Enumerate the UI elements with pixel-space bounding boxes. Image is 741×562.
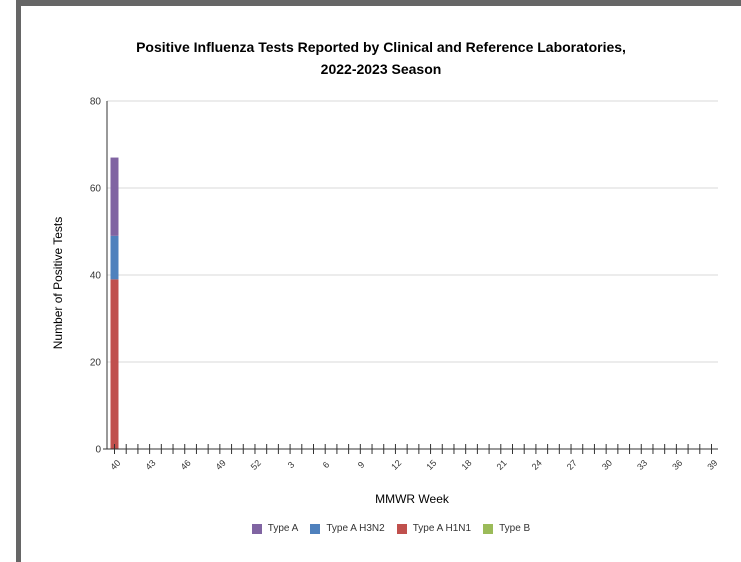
y-tick-label: 60 — [90, 184, 102, 195]
chart-title: Positive Influenza Tests Reported by Cli… — [21, 36, 741, 80]
legend: Type A Type A H3N2 Type A H1N1 Type B — [21, 523, 741, 534]
chart-title-line-2: 2022-2023 Season — [320, 61, 442, 77]
legend-item: Type B — [483, 523, 530, 534]
x-tick-label: 46 — [179, 458, 193, 472]
legend-label: Type A H1N1 — [412, 523, 472, 534]
legend-swatch — [251, 523, 262, 534]
x-tick-label: 12 — [389, 458, 403, 472]
x-tick-label: 15 — [424, 458, 438, 472]
bar-segment — [110, 235, 119, 280]
legend-swatch — [396, 523, 407, 534]
x-tick-label: 6 — [321, 460, 332, 471]
bar-segment — [110, 279, 119, 449]
y-axis-label: Number of Positive Tests — [51, 217, 65, 350]
x-tick-label: 9 — [356, 460, 367, 471]
x-tick-label: 43 — [143, 458, 157, 472]
x-tick-label: 18 — [459, 458, 473, 472]
y-tick-labels: 0 20 40 60 80 — [90, 97, 102, 456]
y-tick-label: 0 — [95, 445, 101, 456]
x-tick-label: 36 — [670, 458, 684, 472]
frame-left-border — [16, 0, 21, 562]
bars — [110, 157, 119, 449]
y-tick-label: 80 — [90, 97, 102, 108]
axes — [103, 101, 718, 454]
y-tick-label: 20 — [90, 358, 102, 369]
x-tick-label: 27 — [565, 458, 579, 472]
chart-title-line-1: Positive Influenza Tests Reported by Cli… — [136, 39, 626, 55]
legend-swatch — [310, 523, 321, 534]
y-tick-label: 40 — [90, 271, 102, 282]
legend-swatch — [483, 523, 494, 534]
bar-segment — [110, 157, 119, 236]
x-tick-label: 39 — [705, 458, 719, 472]
x-tick-label: 21 — [495, 458, 509, 472]
x-tick-label: 33 — [635, 458, 649, 472]
frame-top-border — [16, 0, 741, 6]
x-tick-label: 49 — [214, 458, 228, 472]
x-tick-label: 40 — [108, 458, 122, 472]
legend-label: Type B — [499, 523, 531, 534]
legend-label: Type A H3N2 — [326, 523, 385, 534]
x-tick-label: 24 — [530, 458, 544, 472]
grid-lines — [107, 100, 718, 363]
legend-item: Type A — [251, 523, 299, 534]
x-tick-label: 3 — [286, 460, 297, 471]
x-tick-labels: 40 43 46 49 52 3 6 9 12 15 18 21 24 27 30 33 36 39 — [108, 458, 719, 472]
legend-item: Type A H1N1 — [396, 523, 472, 534]
x-tick-label: 52 — [249, 458, 263, 472]
x-tick-label: 30 — [600, 458, 614, 472]
x-axis-label: MMWR Week — [375, 492, 450, 506]
legend-label: Type A — [267, 523, 299, 534]
legend-item: Type A H3N2 — [310, 523, 385, 534]
